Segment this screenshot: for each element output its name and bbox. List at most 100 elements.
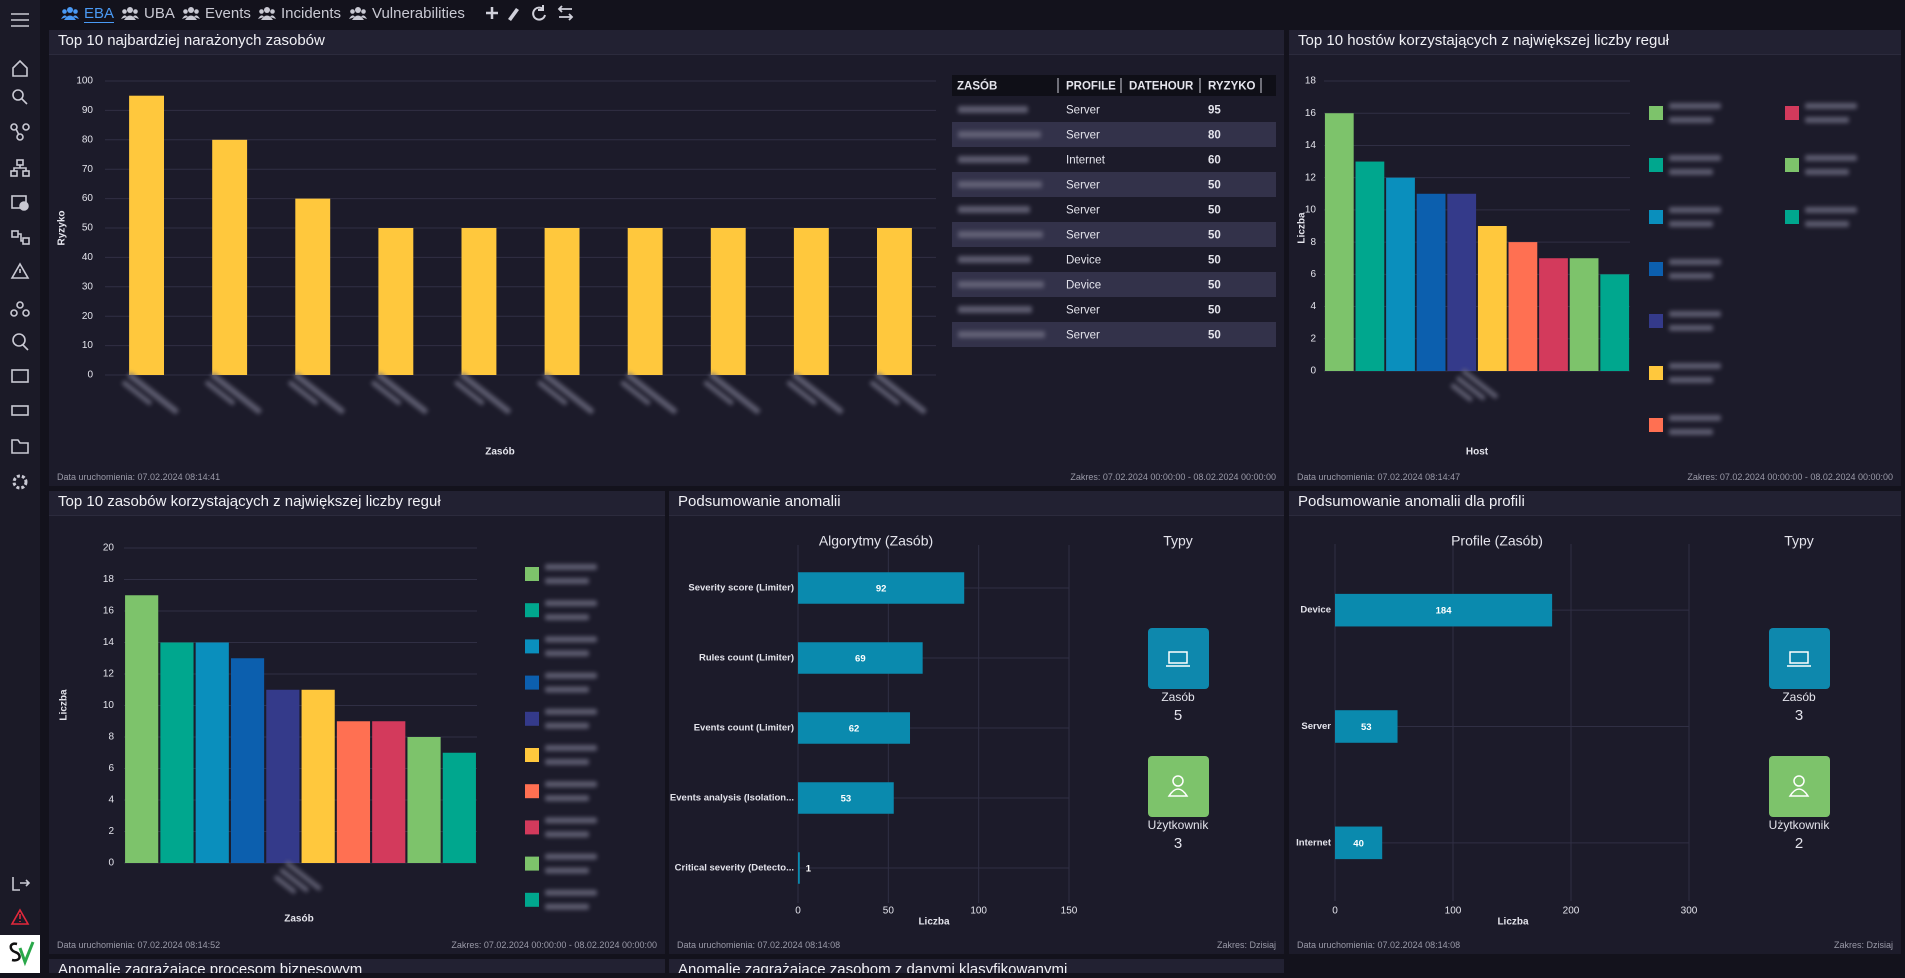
bar — [212, 139, 248, 375]
blurred-text — [293, 372, 345, 414]
folder-icon[interactable] — [11, 439, 29, 454]
blurred-text — [545, 686, 589, 693]
bar — [1600, 274, 1630, 371]
bar — [125, 595, 159, 863]
calendar-icon[interactable] — [11, 369, 29, 383]
bar — [160, 642, 194, 863]
y-tick-label: 50 — [82, 223, 94, 234]
value-label: 53 — [1361, 722, 1372, 733]
nav-tab[interactable]: Vulnerabilities — [349, 5, 465, 22]
y-tick-label: 100 — [76, 76, 93, 87]
menu-icon[interactable] — [11, 13, 29, 27]
table-header-bg — [952, 75, 1276, 96]
y-tick-label: 12 — [1305, 172, 1317, 183]
tab-icon — [61, 7, 79, 20]
blurred-text — [545, 889, 597, 896]
nav-tab[interactable]: Incidents — [258, 5, 341, 22]
user-icon — [1788, 788, 1810, 797]
y-tick-label: 16 — [1305, 108, 1317, 119]
legend-swatch — [1649, 158, 1663, 172]
table-cell: Server — [1066, 305, 1100, 317]
tab-label: Events — [205, 5, 251, 22]
blurred-text — [958, 306, 1032, 313]
y-tick-label: 10 — [103, 700, 115, 711]
run-date: Data uruchomienia: 07.02.2024 08:14:41 — [57, 472, 221, 482]
nav-tab[interactable]: Events — [182, 5, 251, 22]
y-tick-label: 14 — [103, 637, 115, 648]
blurred-text — [543, 372, 594, 414]
x-tick-label: 200 — [1563, 906, 1580, 917]
printer-icon[interactable] — [11, 405, 29, 416]
alerts-icon[interactable] — [11, 195, 29, 211]
type-tile[interactable] — [1769, 628, 1830, 689]
panel-canvas: 0 2 4 6 8 10 12 14 16 18 20 Liczba Zasób — [59, 543, 597, 925]
blurred-text — [545, 817, 597, 824]
nav-tab[interactable]: EBA — [61, 5, 115, 23]
legend-swatch — [525, 639, 539, 654]
tab-icon — [121, 7, 139, 20]
value-label: 92 — [876, 584, 887, 595]
category-label: Internet — [1296, 837, 1332, 848]
settings-icon[interactable] — [12, 474, 28, 490]
user-icon — [1172, 775, 1184, 787]
range: Zakres: 07.02.2024 00:00:00 - 08.02.2024… — [1687, 472, 1893, 482]
tree-icon[interactable] — [10, 159, 30, 177]
panel-title: Podsumowanie anomalii dla profili — [1289, 491, 1901, 516]
graph-icon[interactable] — [10, 123, 30, 141]
y-tick-label: 12 — [103, 669, 115, 680]
type-label: Użytkownik — [1148, 818, 1210, 832]
types-title: Typy — [1784, 533, 1814, 549]
blurred-text — [205, 380, 235, 406]
legend-swatch — [1649, 262, 1663, 276]
tab-label: Incidents — [281, 5, 342, 22]
x-axis-label: Zasób — [485, 447, 514, 458]
bio-icon[interactable] — [10, 301, 30, 317]
table-cell: Device — [1066, 255, 1101, 267]
blurred-text — [958, 331, 1045, 338]
y-tick-label: 0 — [87, 370, 93, 381]
blurred-text — [875, 372, 927, 414]
panel-canvas: 0 100 200 300 184 Device 53 Server 40 Internet Pro… — [1296, 533, 1830, 928]
nav-tab[interactable]: UBA — [121, 5, 175, 22]
x-axis-label: Host — [1466, 447, 1489, 458]
category-label: Critical severity (Detecto... — [675, 863, 794, 874]
legend-swatch — [1785, 106, 1799, 120]
bar — [442, 752, 476, 863]
search-icon[interactable] — [12, 89, 28, 105]
y-tick-label: 4 — [1310, 301, 1316, 312]
chart-title: Profile (Zasób) — [1451, 533, 1543, 549]
bar — [1335, 593, 1553, 627]
warning-icon[interactable] — [10, 262, 30, 279]
home-icon[interactable] — [12, 59, 28, 77]
table-cell: Server — [1066, 205, 1100, 217]
blurred-text — [545, 614, 589, 621]
blurred-text — [1669, 415, 1721, 421]
blurred-text — [210, 372, 262, 414]
edit-icon[interactable] — [508, 8, 519, 21]
type-tile[interactable] — [1148, 628, 1209, 689]
blurred-text — [1669, 117, 1713, 123]
inspect-icon[interactable] — [12, 333, 29, 351]
alarm-icon[interactable] — [10, 908, 30, 925]
blurred-text — [459, 372, 511, 414]
bar — [710, 228, 746, 375]
blurred-text — [1456, 376, 1486, 401]
panel-title: Anomalie zagrażające procesom biznesowym — [49, 959, 665, 973]
blurred-text — [958, 231, 1043, 238]
refresh-icon[interactable] — [532, 5, 546, 21]
legend-swatch — [1649, 106, 1663, 120]
y-tick-label: 4 — [108, 795, 114, 806]
blurred-text — [545, 831, 589, 838]
bar — [1416, 193, 1446, 371]
blurred-text — [958, 281, 1044, 288]
swap-icon[interactable] — [557, 5, 574, 21]
type-count: 2 — [1795, 835, 1803, 852]
y-axis-label: Liczba — [59, 689, 70, 721]
x-tick-label: 0 — [1332, 906, 1338, 917]
legend-swatch — [525, 675, 539, 690]
type-label: Zasób — [1782, 690, 1816, 704]
bar — [1335, 826, 1383, 860]
network-icon[interactable] — [11, 230, 30, 245]
logout-icon[interactable] — [12, 877, 31, 891]
add-icon[interactable] — [486, 7, 498, 19]
